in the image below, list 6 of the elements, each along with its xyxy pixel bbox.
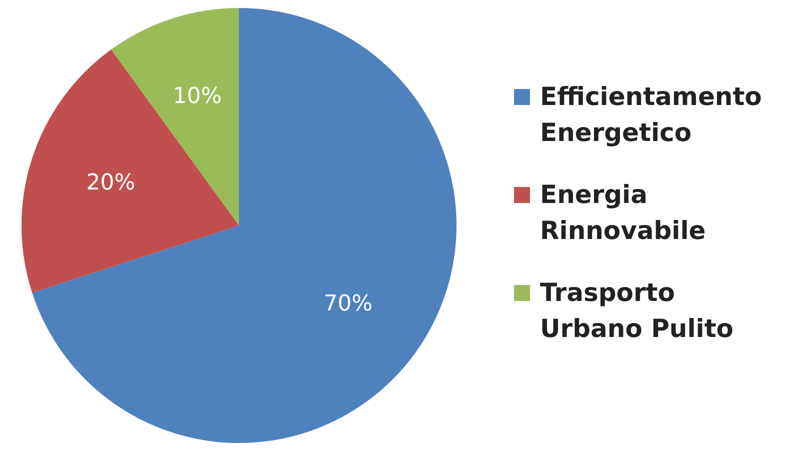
data-label: 10%: [172, 84, 222, 109]
data-label: 20%: [86, 170, 136, 196]
legend-label: Trasporto Urbano Pulito: [540, 276, 734, 344]
legend-label: Efficientamento Energetico: [540, 80, 763, 148]
data-label: 70%: [324, 291, 373, 316]
legend-label: Energia Rinnovabile: [540, 178, 707, 246]
